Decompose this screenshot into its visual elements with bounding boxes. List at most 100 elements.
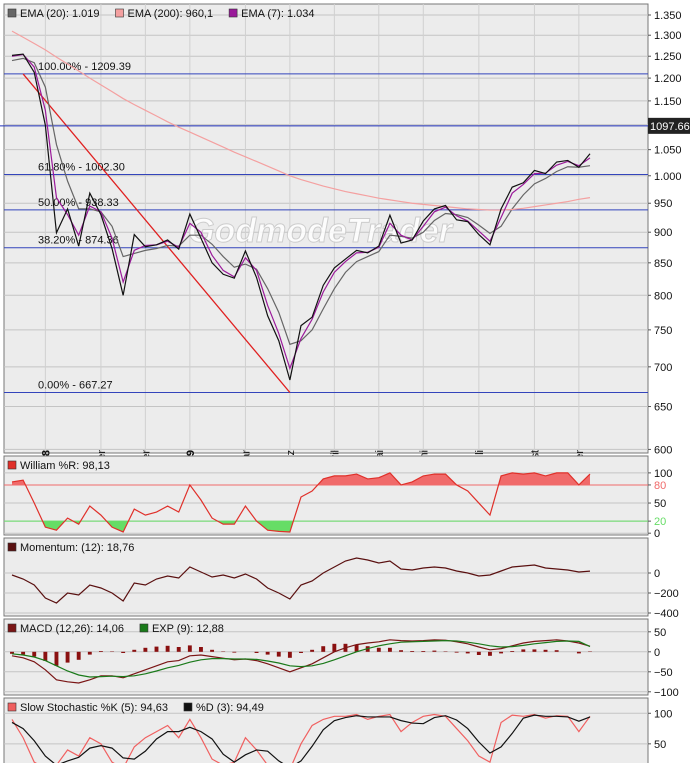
histogram-bar	[121, 651, 126, 653]
histogram-bar	[76, 651, 81, 660]
histogram-bar	[310, 649, 315, 652]
histogram-bar	[254, 651, 259, 653]
histogram-bar	[21, 651, 26, 655]
y-tick-label: 900	[654, 227, 672, 239]
legend-label: EMA (7): 1.034	[241, 8, 314, 20]
series-line	[11, 472, 591, 533]
y-tick-label: 700	[654, 362, 672, 374]
y-tick-label: 100	[654, 468, 672, 480]
overbought-fill	[12, 472, 590, 485]
histogram-bar	[187, 645, 192, 652]
y-tick-label: 50	[654, 498, 666, 510]
histogram-bar	[132, 649, 137, 652]
histogram-bar	[554, 650, 559, 652]
histogram-bar	[276, 651, 281, 657]
histogram-bar	[65, 651, 70, 663]
histogram-bar	[387, 647, 392, 652]
histogram-bar	[199, 647, 203, 652]
legend-swatch	[115, 8, 124, 18]
histogram-bar	[265, 651, 270, 655]
series-line	[11, 30, 591, 211]
y-tick-label: 1.000	[654, 171, 682, 183]
y-tick-label: −200	[654, 588, 679, 600]
level-label: 1097.66	[650, 121, 690, 133]
histogram-bar	[454, 651, 459, 653]
y-tick-label: −50	[654, 667, 673, 679]
histogram-bar	[476, 651, 481, 655]
y-tick-label: 950	[654, 198, 672, 210]
histogram-bar	[354, 644, 359, 652]
histogram-bar	[176, 647, 181, 652]
histogram-bar	[421, 651, 426, 652]
histogram-bar	[499, 651, 504, 654]
y-tick-label: 1.350	[654, 10, 682, 22]
y-tick-label: −100	[654, 687, 679, 699]
legend-label: MACD (12,26): 14,06	[20, 623, 124, 635]
histogram-bar	[410, 651, 415, 652]
histogram-bar	[332, 643, 337, 652]
series-line	[11, 714, 591, 763]
legend-swatch	[139, 623, 149, 633]
histogram-bar	[510, 651, 515, 652]
y-tick-label: −400	[654, 608, 679, 620]
series-line	[11, 713, 591, 763]
histogram-bar	[432, 650, 437, 652]
legend-label: Momentum: (12): 18,76	[20, 542, 134, 554]
histogram-bar	[576, 651, 581, 654]
legend-swatch	[183, 702, 193, 712]
y-tick-label: 850	[654, 258, 672, 270]
y-tick-label: 1.050	[654, 145, 682, 157]
watermark: GodmodeTrader	[188, 212, 454, 250]
histogram-bar	[488, 651, 492, 656]
legend-swatch	[228, 8, 238, 18]
y-tick-label: 1.150	[654, 96, 682, 108]
fib-label: 0.00% - 667.27	[38, 379, 113, 391]
histogram-bar	[87, 651, 92, 655]
y-tick-label: 0	[654, 647, 660, 659]
y-tick-label: 600	[654, 444, 672, 456]
histogram-bar	[543, 649, 548, 652]
histogram-bar	[154, 646, 159, 652]
level-box	[648, 117, 690, 134]
histogram-bar	[532, 649, 537, 652]
y-tick-label: 0	[654, 528, 660, 540]
histogram-bar	[98, 651, 103, 652]
y-tick-label: 800	[654, 290, 672, 302]
histogram-bar	[54, 651, 59, 666]
y-tick-label: 100	[654, 708, 672, 720]
legend-label: Slow Stochastic %K (5): 94,63	[20, 702, 168, 714]
legend-label: %D (3): 94,49	[196, 702, 264, 714]
panel-background	[3, 697, 649, 763]
histogram-bar	[143, 647, 148, 652]
histogram-bar	[43, 651, 48, 661]
legend-swatch	[7, 460, 17, 470]
y-tick-label: 20	[654, 516, 666, 528]
fib-label: 100.00% - 1209.39	[38, 61, 131, 73]
y-tick-label: 50	[654, 627, 666, 639]
y-tick-label: 80	[654, 480, 666, 492]
legend-swatch	[7, 542, 17, 552]
legend-label: EXP (9): 12,88	[152, 623, 224, 635]
y-tick-label: 0	[654, 568, 660, 580]
legend-label: EMA (200): 960,1	[128, 8, 214, 20]
fib-label: 38.20% - 874.36	[38, 235, 119, 247]
legend-label: EMA (20): 1.019	[20, 8, 100, 20]
panel-background	[3, 537, 649, 617]
histogram-bar	[32, 651, 37, 657]
fib-trend-line	[22, 73, 291, 393]
series-line	[11, 557, 591, 604]
series-line	[11, 639, 591, 678]
legend-swatch	[7, 702, 17, 712]
legend-swatch	[7, 8, 17, 18]
y-tick-label: 1.300	[654, 30, 682, 42]
histogram-bar	[521, 649, 526, 652]
histogram-bar	[465, 651, 470, 654]
histogram-bar	[399, 650, 403, 652]
histogram-bar	[210, 649, 215, 652]
histogram-bar	[287, 651, 292, 658]
legend-label: William %R: 98,13	[20, 460, 110, 472]
legend-swatch	[7, 623, 17, 633]
fib-label: 61.80% - 1002.30	[38, 162, 125, 174]
